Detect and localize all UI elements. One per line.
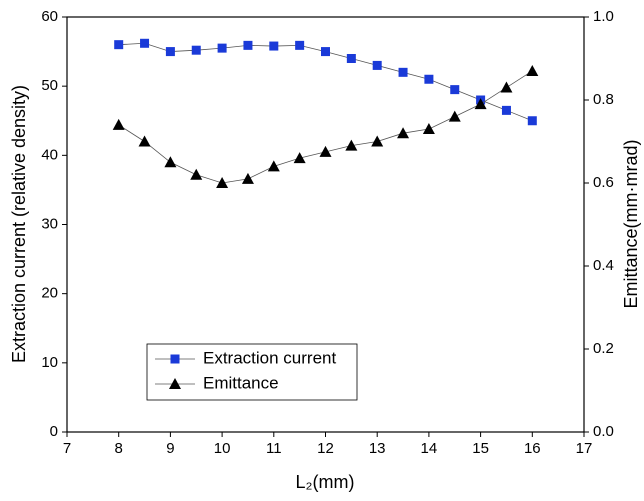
y2-tick-label: 0.2 xyxy=(593,340,614,357)
x-tick-label: 10 xyxy=(214,440,231,457)
marker-square xyxy=(269,41,279,51)
x-tick-label: 9 xyxy=(166,440,174,457)
marker-square xyxy=(170,354,180,364)
marker-square xyxy=(346,54,356,63)
marker-triangle xyxy=(169,378,181,389)
y2-tick-label: 0.6 xyxy=(593,174,614,191)
marker-triangle xyxy=(500,81,513,93)
y2-tick-label: 0.8 xyxy=(593,91,614,108)
marker-triangle xyxy=(526,64,539,76)
legend-box xyxy=(146,343,358,401)
y-axis-label: Extraction current (relative density) xyxy=(9,85,29,363)
marker-square xyxy=(501,105,511,115)
x-tick-label: 17 xyxy=(576,440,593,457)
marker-square xyxy=(372,60,382,70)
marker-triangle xyxy=(448,110,461,122)
marker-square xyxy=(165,47,175,57)
marker-square xyxy=(450,85,460,95)
legend-label: Extraction current xyxy=(203,348,336,367)
y-tick-label: 40 xyxy=(41,146,58,163)
y-tick-label: 20 xyxy=(41,285,58,302)
x-tick-label: 14 xyxy=(421,440,438,457)
x-tick-label: 15 xyxy=(472,440,489,457)
y-tick-label: 30 xyxy=(41,215,58,232)
marker-square xyxy=(191,45,201,55)
marker-square xyxy=(114,40,124,50)
x-tick-label: 7 xyxy=(63,440,71,457)
marker-triangle xyxy=(397,127,410,139)
marker-triangle xyxy=(241,172,254,184)
marker-triangle xyxy=(474,98,487,110)
marker-triangle xyxy=(190,168,203,180)
x-tick-label: 13 xyxy=(369,440,386,457)
y2-tick-label: 1.0 xyxy=(593,8,614,25)
legend-label: Emittance xyxy=(203,373,279,392)
y-tick-label: 10 xyxy=(41,354,58,371)
x-tick-label: 16 xyxy=(524,440,541,457)
marker-triangle xyxy=(216,177,229,188)
marker-triangle xyxy=(371,135,384,147)
marker-triangle xyxy=(345,139,358,151)
marker-square xyxy=(321,47,330,57)
x-tick-label: 11 xyxy=(266,440,282,457)
x-tick-label: 12 xyxy=(317,440,334,457)
marker-triangle xyxy=(293,152,306,164)
marker-triangle xyxy=(138,135,151,147)
x-tick-label: 8 xyxy=(115,440,123,457)
marker-square xyxy=(243,40,253,50)
y2-axis-label: Emittance(mm·mrad) xyxy=(621,139,641,308)
marker-triangle xyxy=(319,145,332,157)
marker-triangle xyxy=(422,123,435,135)
marker-triangle xyxy=(112,118,125,130)
marker-square xyxy=(295,40,305,50)
marker-square xyxy=(527,116,537,126)
y-tick-label: 0 xyxy=(50,423,58,440)
marker-square xyxy=(217,43,227,53)
y2-tick-label: 0.4 xyxy=(593,257,614,274)
series-line xyxy=(118,70,533,184)
x-axis-label: L₂(mm) xyxy=(296,472,355,492)
y-tick-label: 60 xyxy=(41,8,58,25)
marker-triangle xyxy=(164,156,177,168)
marker-triangle xyxy=(267,160,280,172)
marker-square xyxy=(424,74,434,84)
marker-square xyxy=(398,67,408,77)
marker-square xyxy=(140,38,150,48)
y-tick-label: 50 xyxy=(41,77,58,94)
y2-tick-label: 0.0 xyxy=(593,423,614,440)
